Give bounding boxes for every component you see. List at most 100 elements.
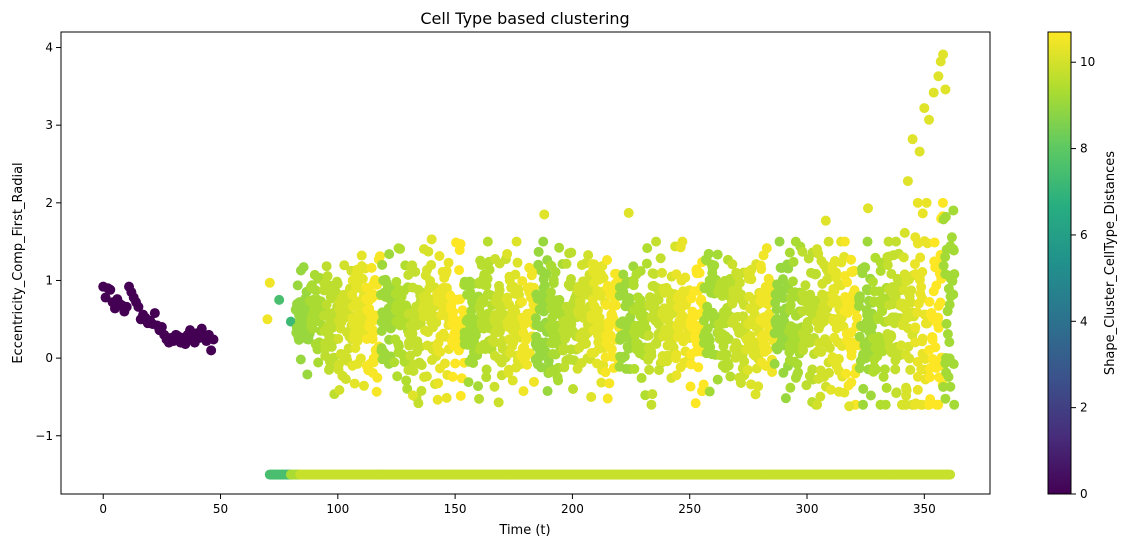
- x-tick-label: 250: [678, 502, 701, 516]
- y-tick-label: 1: [45, 273, 53, 287]
- data-point: [792, 359, 803, 370]
- data-point: [121, 301, 132, 312]
- data-point: [392, 371, 403, 382]
- colorbar-tick-label: 10: [1080, 55, 1095, 69]
- data-point: [133, 301, 144, 312]
- y-axis-label: Eccentricity_Comp_First_Radial: [11, 162, 26, 363]
- x-tick-label: 300: [796, 502, 819, 516]
- data-point: [912, 384, 923, 395]
- data-point: [512, 257, 523, 268]
- data-point: [598, 272, 609, 283]
- data-point: [940, 393, 951, 404]
- data-point: [816, 346, 827, 357]
- data-point: [797, 246, 808, 257]
- data-point: [434, 251, 445, 262]
- data-point: [478, 297, 489, 308]
- data-point: [600, 367, 611, 378]
- data-point: [389, 357, 400, 368]
- data-point: [568, 355, 579, 366]
- data-point: [539, 209, 550, 220]
- data-point: [920, 353, 931, 364]
- data-point: [914, 146, 925, 157]
- data-point: [440, 268, 451, 279]
- data-point: [407, 390, 418, 401]
- data-point: [414, 342, 425, 353]
- data-point: [262, 314, 273, 325]
- y-tick-label: 4: [45, 41, 53, 55]
- data-point: [426, 260, 437, 271]
- data-point: [561, 258, 572, 269]
- data-point: [833, 353, 844, 364]
- data-point: [774, 236, 785, 247]
- data-point: [402, 383, 413, 394]
- colorbar-tick-label: 4: [1080, 314, 1088, 328]
- data-point: [865, 390, 876, 401]
- data-point: [735, 378, 746, 389]
- data-point: [517, 276, 528, 287]
- data-point: [311, 285, 322, 296]
- data-point: [643, 330, 654, 341]
- data-point: [891, 236, 902, 247]
- data-point: [734, 277, 745, 288]
- data-point: [793, 367, 804, 378]
- data-point: [677, 236, 688, 247]
- data-point-floor: [945, 469, 956, 480]
- data-point: [910, 322, 921, 333]
- data-point: [882, 259, 893, 270]
- data-point: [502, 248, 513, 259]
- data-point: [481, 364, 492, 375]
- data-point: [423, 246, 434, 257]
- data-point: [878, 371, 889, 382]
- data-point: [933, 71, 944, 82]
- plot-frame: [60, 31, 991, 495]
- data-point: [783, 263, 794, 274]
- data-point: [366, 262, 377, 273]
- data-point: [583, 250, 594, 261]
- data-point: [357, 273, 368, 284]
- data-point: [371, 386, 382, 397]
- data-point: [476, 308, 487, 319]
- data-point: [602, 255, 613, 266]
- data-point: [208, 334, 219, 345]
- data-point: [413, 398, 424, 409]
- data-point: [554, 294, 565, 305]
- data-point: [746, 274, 757, 285]
- data-point: [624, 293, 635, 304]
- data-point: [604, 378, 615, 389]
- data-point: [867, 276, 878, 287]
- data-point: [395, 243, 406, 254]
- data-point: [484, 264, 495, 275]
- data-point: [457, 305, 468, 316]
- data-point: [372, 372, 383, 383]
- data-point: [938, 381, 949, 392]
- data-point: [408, 365, 419, 376]
- data-point: [815, 391, 826, 402]
- data-point: [474, 393, 485, 404]
- data-point: [696, 386, 707, 397]
- data-point: [944, 337, 955, 348]
- data-point: [709, 260, 720, 271]
- data-point: [292, 280, 303, 291]
- data-point: [377, 259, 388, 270]
- data-point: [530, 313, 541, 324]
- data-point: [368, 315, 379, 326]
- data-point: [465, 287, 476, 298]
- data-point: [575, 297, 586, 308]
- data-point: [930, 342, 941, 353]
- data-point: [610, 300, 621, 311]
- data-point: [264, 277, 275, 288]
- data-point: [542, 386, 553, 397]
- data-point: [568, 384, 579, 395]
- data-point: [401, 375, 412, 386]
- data-point: [937, 197, 948, 208]
- data-point: [712, 374, 723, 385]
- x-tick-label: 150: [444, 502, 467, 516]
- data-point: [780, 393, 791, 404]
- data-point: [890, 364, 901, 375]
- data-point: [905, 297, 916, 308]
- data-point: [685, 381, 696, 392]
- data-point: [823, 236, 834, 247]
- data-point: [899, 227, 910, 238]
- data-point: [901, 390, 912, 401]
- data-point: [881, 382, 892, 393]
